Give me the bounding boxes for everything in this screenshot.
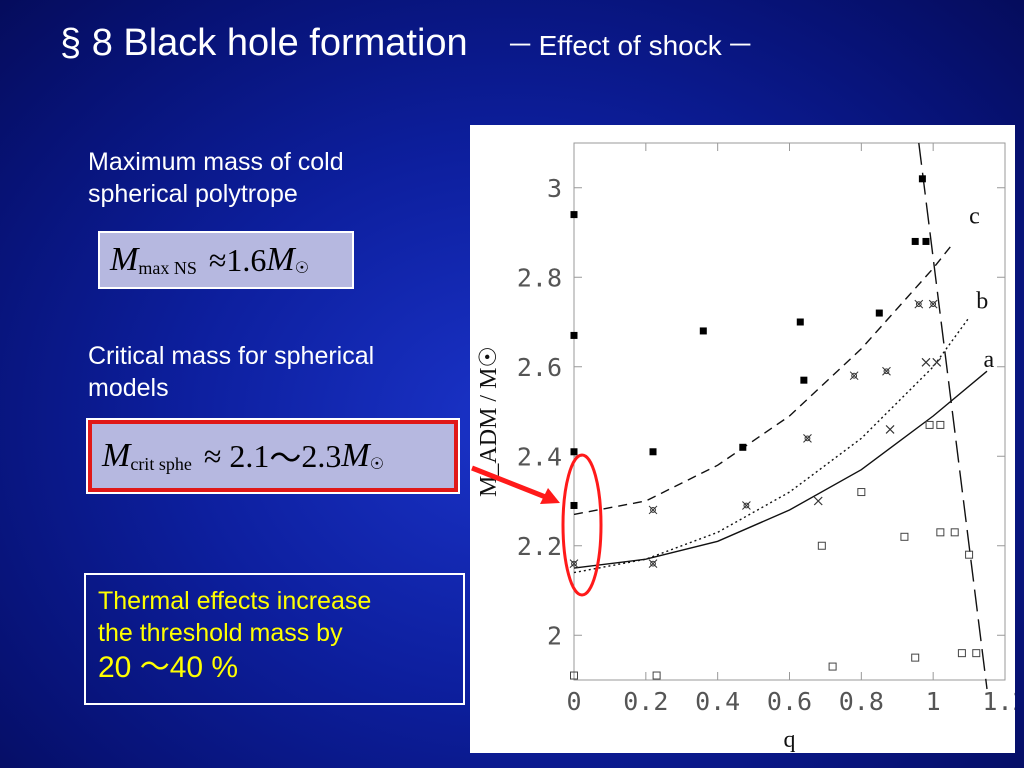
curve-c: [573, 245, 952, 516]
x-tick-label: 0: [566, 687, 581, 716]
curve-threshold: [918, 142, 988, 690]
point-star: [928, 299, 938, 309]
curve-label-c: c: [969, 204, 980, 230]
sun-symbol: ☉: [294, 260, 310, 277]
point-filled-square: [570, 331, 578, 339]
thermal-note-pct: 20 ～40 %: [98, 651, 239, 684]
point-open-square: [828, 662, 837, 671]
formula-symbol: M: [102, 437, 131, 474]
point-star-ring: [915, 301, 922, 308]
x-axis-label: q: [784, 727, 796, 753]
max-mass-formula: M max NS ≈1.6 M ☉: [98, 231, 354, 289]
point-cross: [932, 357, 942, 367]
point-open-square: [911, 653, 920, 662]
point-filled-square: [649, 448, 657, 456]
curve-a: [573, 370, 988, 569]
point-filled-square: [918, 175, 926, 183]
y-tick-label: 2.6: [517, 353, 562, 382]
x-tick-label: 0.8: [839, 687, 884, 716]
point-filled-square: [570, 448, 578, 456]
point-star-ring: [930, 301, 937, 308]
point-star-ring: [804, 435, 811, 442]
point-cross: [921, 357, 931, 367]
plot-frame: [573, 142, 1006, 681]
point-filled-square: [570, 501, 578, 509]
point-star: [648, 505, 658, 515]
point-star: [803, 433, 812, 443]
critical-mass-formula: M crit sphe ≈ 2.1 ～ 2.3 M ☉: [86, 418, 460, 494]
point-open-square: [972, 649, 981, 658]
point-star-ring: [743, 502, 750, 509]
point-filled-square: [570, 211, 578, 219]
point-star-ring: [851, 372, 858, 379]
point-open-square: [652, 671, 661, 680]
point-cross: [885, 424, 895, 434]
title-sub: Effect of shock: [538, 30, 722, 61]
y-tick-label: 2: [547, 621, 562, 650]
point-open-square: [925, 420, 934, 429]
point-star: [742, 501, 751, 510]
formula-symbol: M: [110, 241, 139, 278]
y-axis-label: M_ADM / M☉: [476, 346, 502, 497]
formula-unit: M: [341, 437, 370, 474]
point-star: [914, 299, 924, 309]
point-open-square: [950, 528, 959, 537]
point-open-square: [857, 488, 866, 497]
formula-unit: M: [266, 241, 295, 278]
sun-symbol: ☉: [369, 456, 385, 473]
point-star-ring: [883, 368, 890, 375]
point-filled-square: [739, 443, 747, 451]
point-open-square: [957, 649, 966, 658]
point-filled-square: [796, 318, 804, 326]
y-tick-label: 2.4: [517, 442, 562, 471]
slide-title: § 8 Black hole formation － Effect of sho…: [60, 22, 754, 65]
formula-value: ≈ 2.1: [203, 437, 270, 474]
x-tick-label: 0.4: [695, 687, 740, 716]
formula-subscript: max NS: [138, 257, 197, 278]
thermal-note-box: Thermal effects increase the threshold m…: [84, 573, 465, 705]
thermal-note-line2: the threshold mass by: [98, 619, 343, 647]
y-tick-label: 3: [547, 174, 562, 203]
point-filled-square: [875, 309, 883, 317]
point-star-ring: [650, 507, 656, 513]
point-star: [882, 366, 891, 376]
title-dash-left: －: [506, 30, 535, 61]
title-dash-right: －: [726, 30, 755, 61]
point-open-square: [817, 541, 826, 550]
formula-range-sep: ～: [269, 440, 302, 476]
x-tick-label: 0.2: [623, 687, 668, 716]
title-main: § 8 Black hole formation: [60, 22, 468, 64]
point-open-square: [900, 532, 909, 541]
curve-label-a: a: [983, 347, 994, 373]
point-open-square: [570, 671, 578, 680]
point-open-square: [965, 550, 974, 559]
y-tick-label: 2.8: [517, 263, 562, 292]
mass-plot: 2 2.2 2.4 2.6 2.8 3 0 0.2 0.4 0.6 0.8 1 1.2 q M_ADM / …: [470, 125, 1015, 753]
formula-value: ≈1.6: [208, 241, 267, 278]
point-cross: [813, 496, 823, 506]
point-star: [849, 371, 859, 381]
x-tick-label: 0.6: [767, 687, 812, 716]
curve-b: [573, 317, 970, 574]
point-open-square: [936, 420, 945, 429]
critical-mass-text: Critical mass for spherical models: [88, 342, 375, 402]
point-filled-square: [699, 327, 707, 335]
thermal-note-line1: Thermal effects increase: [98, 587, 372, 615]
chart-svg: 2 2.2 2.4 2.6 2.8 3 0 0.2 0.4 0.6 0.8 1 1.2 q M_ADM / …: [476, 142, 1015, 753]
point-star: [648, 559, 658, 569]
point-filled-square: [922, 237, 930, 245]
max-mass-text: Maximum mass of cold spherical polytrope: [88, 148, 344, 208]
x-tick-label: 1: [926, 687, 941, 716]
point-filled-square: [800, 376, 808, 384]
curve-label-b: b: [976, 289, 988, 315]
point-open-square: [936, 528, 945, 537]
point-star-ring: [650, 560, 656, 567]
y-tick-label: 2.2: [517, 532, 562, 561]
formula-subscript: crit sphe: [130, 453, 192, 474]
formula-upper: 2.3: [301, 437, 342, 474]
x-tick-label: 1.2: [982, 687, 1015, 716]
point-filled-square: [911, 237, 919, 245]
